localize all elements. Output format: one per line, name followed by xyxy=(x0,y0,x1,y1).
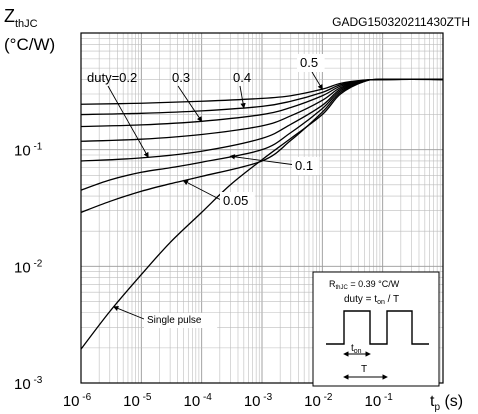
rthjc-text: RthJC = 0.39 °C/W xyxy=(329,279,400,291)
series-label: 0.05 xyxy=(223,193,248,208)
series-labels: duty=0.2 0.3 0.4 0.5 0.1 0.05 Single pulse xyxy=(87,54,325,328)
series-label-leader xyxy=(107,85,149,158)
inset-box xyxy=(312,271,440,387)
y-tick-label: 10 -3 xyxy=(14,375,43,393)
x-tick-label: 10 -3 xyxy=(244,392,273,410)
series-label-leader xyxy=(112,305,145,320)
series-label-leader xyxy=(182,180,221,200)
x-tick-label: 10 -5 xyxy=(123,392,152,410)
series-label-leader xyxy=(239,85,246,109)
tick-labels: 10 -6 10 -5 10 -4 10 -3 10 -2 10 -1 10 -1 10 -2… xyxy=(14,142,393,410)
y-tick-label: 10 -2 xyxy=(14,258,43,276)
label-leaders xyxy=(107,71,323,320)
duty-rest: / T xyxy=(385,294,399,305)
rthjc-main: R xyxy=(329,279,336,289)
y-tick-label: 10 -1 xyxy=(14,142,43,160)
pulse-waveform xyxy=(326,310,429,345)
series-label-bg xyxy=(220,192,255,210)
duty-inset: RthJC = 0.39 °C/W duty = ton / T ton T xyxy=(312,271,440,387)
series-label: 0.5 xyxy=(300,55,318,70)
period-label: T xyxy=(361,364,367,375)
x-tick-label: 10 -2 xyxy=(304,392,333,410)
ton-sub: on xyxy=(354,348,362,355)
x-axis-title: tp (s) xyxy=(430,393,463,413)
ton-main: t xyxy=(351,343,354,354)
series-label-bg xyxy=(297,54,325,72)
series-label-leader xyxy=(229,154,293,165)
series-label: Single pulse xyxy=(147,315,202,326)
series-label-leader xyxy=(177,85,203,123)
curves xyxy=(80,78,444,350)
x-axis-title-unit: (s) xyxy=(440,393,463,410)
y-axis-title-sub: thJC xyxy=(15,18,38,30)
x-tick-label: 10 -4 xyxy=(183,392,212,410)
series-label: 0.3 xyxy=(172,70,190,85)
series-label: duty=0.2 xyxy=(87,70,137,85)
x-tick-label: 10 -6 xyxy=(63,392,92,410)
series-label: 0.1 xyxy=(295,158,313,173)
x-axis-title-sub: p xyxy=(434,402,440,413)
duty-text: duty = ton / T xyxy=(344,294,399,306)
y-axis-title: ZthJC xyxy=(4,6,38,30)
plot-frame xyxy=(80,32,444,384)
ton-label: ton xyxy=(351,343,362,355)
series-label: 0.4 xyxy=(233,70,251,85)
figure-code: GADG150320211430ZTH xyxy=(332,15,470,29)
rthjc-rest: = 0.39 °C/W xyxy=(348,279,400,289)
rthjc-sub: thJC xyxy=(336,285,349,291)
duty-main: duty = t xyxy=(344,294,377,305)
x-axis-title-main: t xyxy=(430,393,435,410)
series-label-bg xyxy=(144,313,218,328)
series-line xyxy=(80,78,444,350)
y-axis-unit: (°C/W) xyxy=(4,35,55,54)
x-tick-label: 10 -1 xyxy=(364,392,393,410)
series-label-leader xyxy=(311,71,323,90)
y-axis-title-main: Z xyxy=(4,6,15,26)
series-label-bg xyxy=(292,157,320,175)
duty-sub: on xyxy=(377,299,385,306)
